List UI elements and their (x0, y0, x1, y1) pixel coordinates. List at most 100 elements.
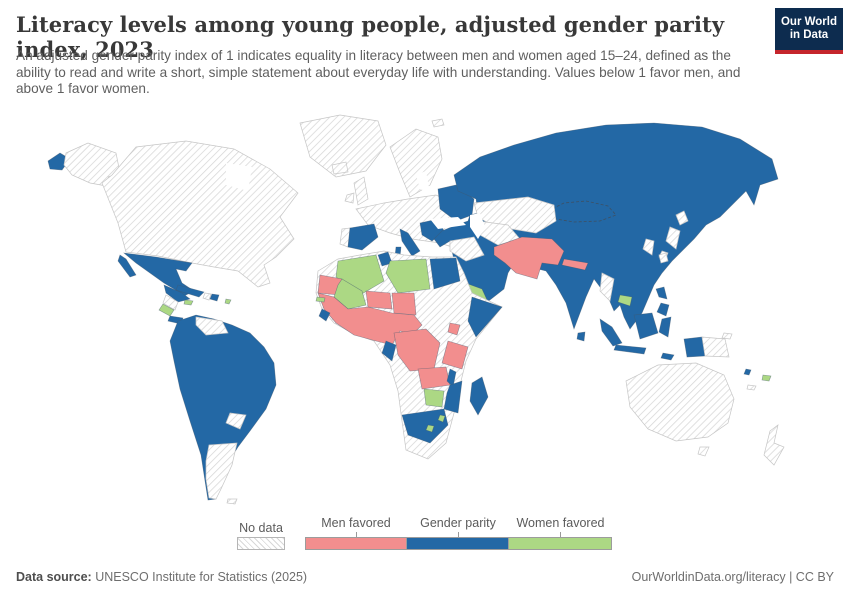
region-australia[interactable] (625, 362, 735, 442)
region-somalia[interactable] (467, 296, 503, 338)
region-lesser-antilles[interactable] (224, 298, 232, 305)
black-sea (430, 217, 466, 229)
region-spain[interactable] (347, 223, 379, 251)
region-new-caledonia[interactable] (746, 384, 757, 391)
region-madagascar[interactable] (469, 376, 489, 416)
legend-bin-label: Women favored (516, 516, 605, 530)
region-myanmar[interactable] (599, 272, 615, 302)
owid-logo[interactable]: Our World in Data (775, 8, 843, 54)
region-sierra-leone[interactable] (318, 308, 331, 322)
legend-tick (560, 532, 561, 537)
region-paraguay[interactable] (225, 412, 247, 430)
legend-bin-swatch (509, 537, 612, 550)
region-cuba[interactable] (175, 284, 205, 298)
chart-subtitle: An adjusted gender parity index of 1 ind… (16, 48, 741, 97)
region-italy[interactable] (399, 228, 421, 257)
chart-footer: Data source: UNESCO Institute for Statis… (16, 570, 834, 584)
region-south-africa[interactable] (401, 408, 449, 444)
region-cambodia[interactable] (617, 294, 633, 307)
region-papua-new-guinea[interactable] (701, 336, 730, 358)
region-taiwan[interactable] (658, 252, 669, 264)
owid-logo-line2: in Data (789, 29, 829, 41)
region-eswatini[interactable] (437, 414, 446, 423)
region-guatemala-honduras[interactable] (163, 284, 191, 303)
world-map (47, 114, 785, 505)
region-lesotho[interactable] (425, 424, 435, 433)
region-nicaragua[interactable] (162, 294, 179, 311)
region-tasmania[interactable] (697, 446, 710, 457)
legend-bin-gender-parity[interactable]: Gender parity (407, 516, 509, 550)
region-nepal[interactable] (561, 258, 589, 271)
map-legend: No data Men favored Gender parity Women … (237, 516, 612, 550)
legend-tick (355, 532, 357, 537)
legend-bin-men-favored[interactable]: Men favored (305, 516, 407, 550)
legend-tick (457, 532, 459, 537)
region-uganda[interactable] (447, 322, 461, 336)
legend-bin-swatch (305, 537, 407, 550)
region-falkland-islands[interactable] (226, 498, 238, 505)
region-iran-afghanistan-pakistan[interactable] (493, 236, 565, 280)
data-source: Data source: UNESCO Institute for Statis… (16, 570, 307, 584)
data-source-text: UNESCO Institute for Statistics (2025) (91, 570, 308, 584)
region-venezuela[interactable] (195, 316, 229, 336)
region-chad[interactable] (391, 292, 417, 316)
license-link[interactable]: CC BY (795, 570, 834, 584)
data-source-label: Data source: (16, 570, 92, 584)
region-sri-lanka[interactable] (576, 331, 586, 342)
region-fiji[interactable] (761, 374, 772, 382)
mongolia-dashed-border (547, 200, 617, 223)
region-zambia[interactable] (417, 366, 451, 390)
region-philippines-mindanao[interactable] (656, 302, 670, 317)
region-niger[interactable] (365, 290, 393, 310)
region-japan-hokkaido[interactable] (675, 210, 689, 226)
region-korea[interactable] (642, 238, 655, 256)
region-haiti[interactable] (202, 292, 212, 301)
region-ireland[interactable] (344, 192, 355, 204)
footer-separator: | (785, 570, 796, 584)
region-gabon[interactable] (381, 340, 397, 362)
legend-no-data[interactable]: No data (237, 521, 285, 550)
baltic-sea (416, 171, 430, 193)
caspian-sea (470, 213, 485, 239)
region-iraq-syria[interactable] (449, 236, 485, 262)
region-tanzania[interactable] (441, 340, 469, 370)
region-argentina[interactable] (205, 442, 238, 500)
page-title: Literacy levels among young people, adju… (16, 12, 725, 62)
legend-no-data-swatch (237, 537, 285, 550)
region-zimbabwe[interactable] (423, 388, 445, 408)
region-java[interactable] (613, 344, 647, 355)
region-japan-honshu[interactable] (665, 226, 681, 250)
region-scandinavia[interactable] (389, 128, 443, 198)
region-gambia[interactable] (315, 296, 326, 303)
region-borneo[interactable] (633, 312, 659, 340)
region-svalbard[interactable] (431, 118, 445, 128)
region-new-zealand[interactable] (763, 424, 785, 466)
region-greenland[interactable] (299, 114, 387, 178)
footer-links: OurWorldinData.org/literacy | CC BY (632, 570, 834, 584)
legend-bin-label: Men favored (321, 516, 391, 530)
region-jamaica[interactable] (183, 299, 194, 306)
region-libya[interactable] (385, 258, 431, 294)
region-timor-leste[interactable] (660, 352, 675, 361)
legend-bin-swatch (407, 537, 509, 550)
owid-logo-line1: Our World (780, 15, 837, 28)
region-sulawesi[interactable] (658, 316, 672, 338)
region-egypt[interactable] (429, 257, 461, 290)
region-philippines-luzon[interactable] (655, 286, 668, 300)
region-baja-california[interactable] (117, 254, 137, 278)
legend-bin-label: Gender parity (420, 516, 496, 530)
region-canada-united-states[interactable] (101, 140, 299, 288)
region-mozambique[interactable] (443, 380, 463, 414)
region-vanuatu[interactable] (743, 368, 752, 376)
region-dominican-republic[interactable] (209, 293, 220, 302)
hudson-bay (226, 163, 252, 191)
region-west-papua[interactable] (683, 336, 706, 358)
region-united-kingdom[interactable] (353, 176, 369, 206)
region-solomon-islands[interactable] (721, 332, 733, 340)
legend-bin-women-favored[interactable]: Women favored (509, 516, 612, 550)
region-iceland[interactable] (331, 161, 349, 175)
region-sumatra[interactable] (599, 318, 623, 347)
owid-link[interactable]: OurWorldinData.org/literacy (631, 570, 786, 584)
legend-no-data-label: No data (239, 521, 283, 535)
